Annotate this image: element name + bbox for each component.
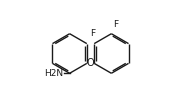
Text: H2N: H2N (44, 69, 63, 78)
Text: F: F (90, 29, 96, 38)
Text: F: F (113, 20, 118, 29)
Text: O: O (87, 58, 94, 68)
